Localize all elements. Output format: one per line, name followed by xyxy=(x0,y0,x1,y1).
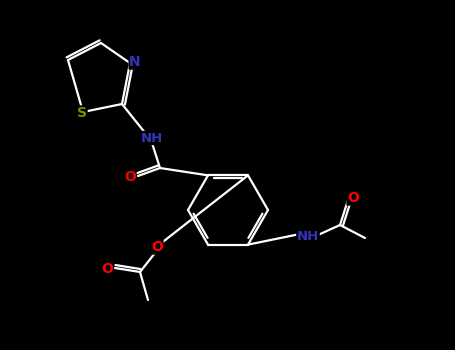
Text: O: O xyxy=(124,170,136,184)
Text: O: O xyxy=(347,191,359,205)
Text: N: N xyxy=(129,55,141,69)
Text: NH: NH xyxy=(297,230,319,243)
Text: S: S xyxy=(77,106,87,120)
Text: O: O xyxy=(101,262,113,276)
Text: NH: NH xyxy=(141,132,163,145)
Text: O: O xyxy=(151,240,163,254)
